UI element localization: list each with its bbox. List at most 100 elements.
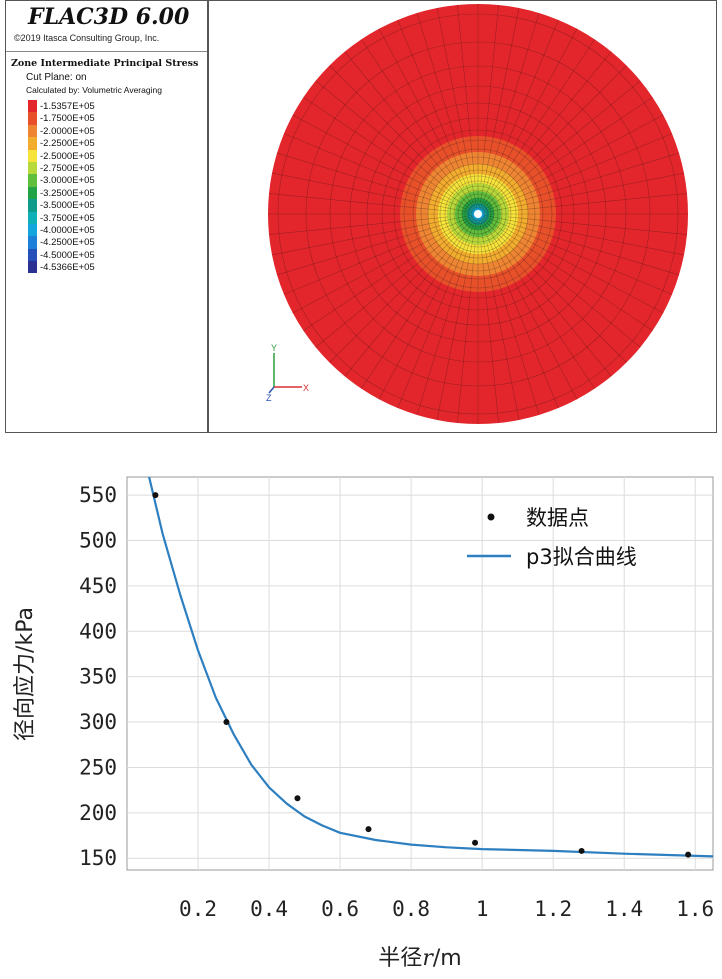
- data-point: [223, 719, 230, 726]
- mesh-ring: [381, 117, 575, 311]
- mesh-spoke: [481, 97, 653, 212]
- data-point: [472, 839, 479, 846]
- mesh-ring: [420, 156, 536, 272]
- legend-label: -2.0000E+05: [40, 125, 95, 137]
- x-tick-label: 1.2: [534, 897, 572, 921]
- mesh-spoke: [344, 236, 460, 377]
- axis-x-label: X: [303, 383, 309, 393]
- y-tick-label: 550: [79, 483, 117, 507]
- x-axis-title-var: r: [422, 946, 434, 971]
- legend-label-points: 数据点: [526, 506, 589, 530]
- grid-lines: [127, 477, 713, 870]
- mesh-spoke: [482, 215, 673, 295]
- legend-label: -4.0000E+05: [40, 224, 95, 236]
- axis-z-label: Z: [266, 393, 272, 403]
- mesh-spoke: [500, 80, 641, 196]
- mesh-ring: [449, 185, 507, 243]
- mesh-spoke: [496, 236, 612, 377]
- legend-label: -3.7500E+05: [40, 212, 95, 224]
- legend-label: -3.0000E+05: [40, 175, 95, 187]
- x-tick-label: 1.6: [676, 897, 714, 921]
- mesh-spoke: [478, 218, 520, 421]
- mesh-spoke: [491, 28, 578, 188]
- data-point: [578, 847, 585, 854]
- legend-marker-points: [487, 513, 495, 521]
- legend-swatch: [28, 211, 37, 224]
- plot-area: [126, 476, 714, 871]
- flac3d-panel-divider: [207, 1, 209, 432]
- y-tick-label: 500: [79, 529, 117, 553]
- mesh-spoke: [436, 7, 478, 210]
- flac3d-contour-panel: FLAC3D 6.00 ©2019 Itasca Consulting Grou…: [5, 0, 717, 433]
- legend-label: -1.7500E+05: [40, 113, 95, 125]
- mesh-spoke: [481, 216, 653, 331]
- mesh-spoke: [496, 51, 612, 192]
- legend-swatch: [28, 137, 37, 150]
- y-tick-labels: 150 200 250 300 350 400 450 500 550: [79, 483, 117, 870]
- mesh-spoke: [268, 216, 449, 235]
- mesh-spoke: [480, 217, 595, 389]
- flac3d-copyright: ©2019 Itasca Consulting Group, Inc.: [14, 33, 160, 43]
- mesh-spoke: [378, 28, 465, 188]
- mesh-spoke: [276, 152, 450, 206]
- mesh-spoke: [506, 152, 680, 206]
- mesh-spoke: [361, 39, 476, 211]
- flac3d-header-divider: [6, 51, 207, 52]
- x-tick-label: 1.4: [605, 897, 643, 921]
- mesh-spoke: [482, 133, 673, 213]
- legend-swatch: [28, 161, 37, 175]
- mesh-spoke: [479, 218, 559, 409]
- mesh-ring: [366, 102, 590, 326]
- flac3d-cut-plane: Cut Plane: on: [26, 72, 87, 83]
- mesh-grid: [268, 4, 688, 424]
- mesh-spoke: [344, 51, 460, 192]
- mesh-ring: [464, 200, 492, 228]
- x-tick-label: 0.6: [321, 897, 359, 921]
- mesh-ring: [461, 197, 495, 231]
- legend-swatch: [28, 112, 37, 125]
- legend-swatch: [28, 199, 37, 212]
- x-tick-label: 0.2: [179, 897, 217, 921]
- y-tick-label: 400: [79, 619, 117, 643]
- mesh-spoke: [271, 172, 474, 214]
- mesh-spoke: [457, 4, 476, 185]
- mesh-spoke: [329, 65, 475, 211]
- legend-label: -3.5000E+05: [40, 200, 95, 212]
- mesh-ring: [457, 193, 499, 235]
- mesh-spoke: [500, 232, 641, 348]
- legend-swatch: [28, 236, 37, 249]
- mesh-spoke: [507, 193, 688, 212]
- mesh-spoke: [479, 19, 559, 210]
- data-point: [685, 851, 692, 858]
- y-tick-label: 300: [79, 710, 117, 734]
- mesh-spoke: [481, 65, 627, 211]
- mesh-ring: [412, 148, 544, 280]
- x-axis-title-prefix: 半径: [378, 946, 422, 971]
- mesh-spoke: [315, 232, 456, 348]
- mesh-spoke: [292, 114, 452, 201]
- mesh-spoke: [504, 227, 664, 314]
- mesh-spoke: [506, 222, 680, 276]
- mesh-spoke: [491, 240, 578, 400]
- mesh-ring: [427, 163, 529, 265]
- fit-curve-line: [147, 477, 713, 858]
- x-tick-label: 0.8: [392, 897, 430, 921]
- mesh-spoke: [504, 114, 664, 201]
- legend-label: -1.5357E+05: [40, 101, 95, 112]
- legend-label-fit: p3拟合曲线: [526, 545, 637, 569]
- axis-y-label: Y: [271, 343, 277, 353]
- mesh-spoke: [271, 214, 474, 256]
- mesh-spoke: [292, 227, 452, 314]
- mesh-spoke: [361, 217, 476, 389]
- mesh-spoke: [481, 217, 627, 363]
- mesh-spoke: [482, 172, 685, 214]
- stress-contour-view: Y Z X: [266, 4, 688, 424]
- mesh-spoke: [480, 39, 595, 211]
- mesh-spoke: [416, 242, 470, 416]
- mesh-spoke: [482, 214, 685, 256]
- mesh-spoke: [480, 243, 499, 424]
- data-point: [152, 492, 159, 499]
- x-axis-title: 半径r/m: [378, 946, 461, 971]
- mesh-spoke: [416, 12, 470, 186]
- legend-swatch: [28, 223, 37, 237]
